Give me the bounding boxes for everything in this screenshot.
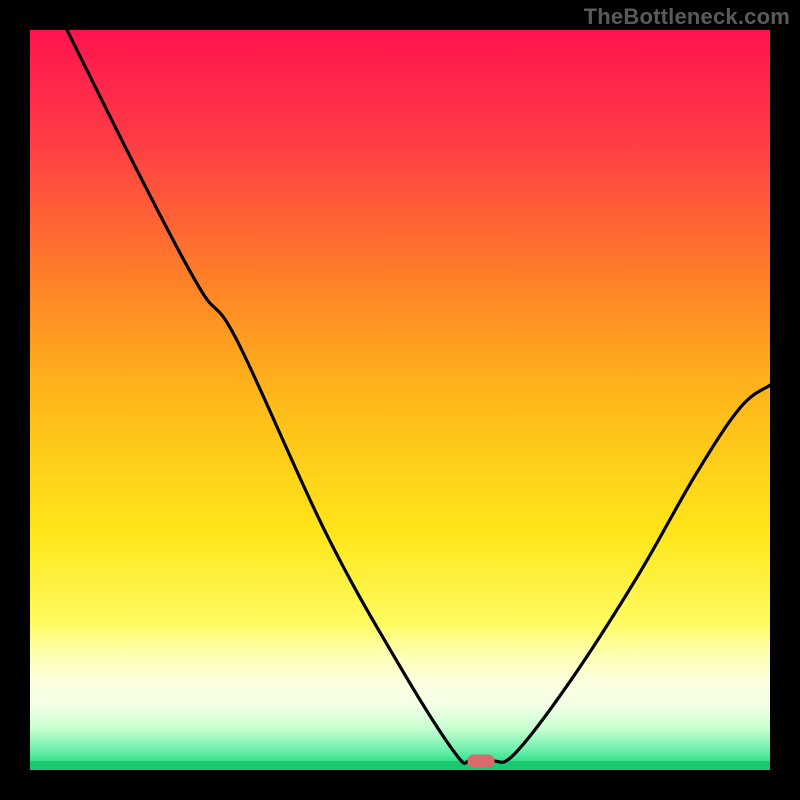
optimum-marker-pill: [468, 755, 495, 768]
plot-area: [30, 30, 770, 770]
bottleneck-curve: [30, 30, 770, 770]
watermark-text: TheBottleneck.com: [584, 4, 790, 30]
optimum-marker: [468, 755, 495, 768]
curve-path: [67, 30, 770, 763]
chart-frame: TheBottleneck.com: [0, 0, 800, 800]
